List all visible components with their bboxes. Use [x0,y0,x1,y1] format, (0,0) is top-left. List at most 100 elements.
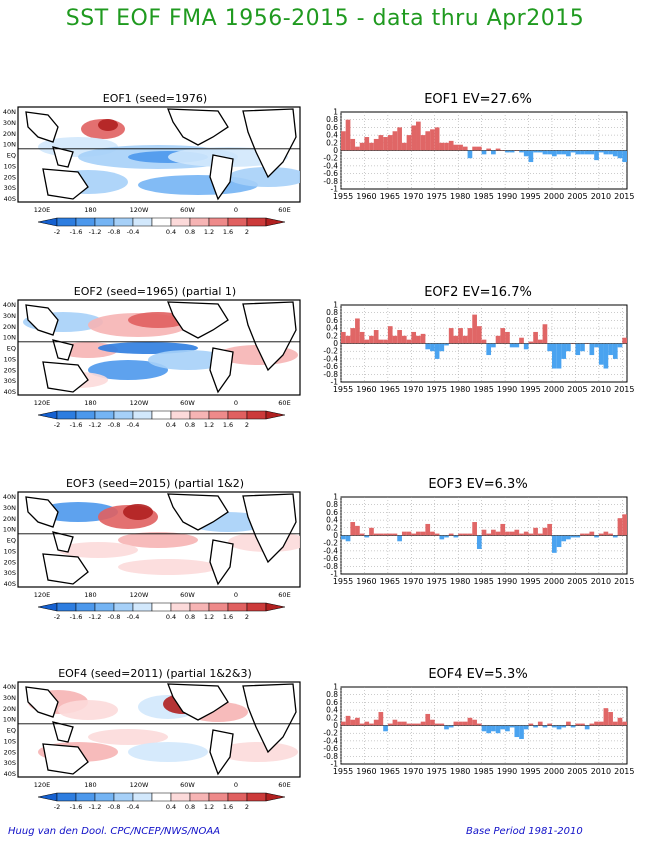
bar [406,339,412,344]
x-tick-label: 1995 [520,192,540,201]
lat-label: 20N [3,515,16,523]
pc-bar-chart: EOF4 EV=5.3% 10.80.60.40.20-0.2-0.4-0.6-0… [323,667,634,776]
x-tick-label: 2000 [544,767,564,776]
x-tick-label: 2015 [614,192,634,201]
bar [444,725,449,730]
colorbar-label: -2 [54,421,60,429]
bar [589,723,595,726]
x-tick-label: 1985 [473,767,493,776]
pc-bar-chart: EOF3 EV=6.3% 10.80.60.40.20-0.2-0.4-0.6-0… [323,477,634,586]
x-tick-label: 1970 [403,767,423,776]
colorbar-segment [227,217,248,227]
bar [345,715,351,726]
lon-label: 120E [34,781,51,789]
bar [434,343,440,359]
x-tick-label: 1990 [497,385,517,394]
colorbar-segment [170,602,191,612]
colorbar-label: -1.2 [89,803,102,811]
bar [467,717,473,726]
bar [383,137,388,151]
bar [373,330,379,344]
map-title: EOF3 (seed=2015) (partial 1&2) [66,477,244,490]
colorbar-segment [113,410,134,420]
colorbar-label: 1.2 [204,803,214,811]
colorbar-segment [151,410,172,420]
colorbar-segment [189,410,210,420]
colorbar-label: -2 [54,803,60,811]
bar [547,523,552,536]
y-tick-label: 0.4 [326,516,338,525]
lon-label: 120E [34,591,51,599]
bar [359,533,365,536]
bar [383,339,388,344]
colorbar-label: 0.4 [166,803,176,811]
bar [589,343,595,356]
continent-outline [52,531,74,553]
bar [355,146,360,151]
bar [472,314,477,344]
lat-label: EQ [7,727,16,735]
bar [612,721,618,726]
continent-outline [42,168,89,200]
x-tick-label: 1980 [450,767,470,776]
lon-label: 0 [234,399,238,407]
anomaly-blob [88,729,168,745]
continent-outline [25,686,59,718]
colorbar-segment [56,410,77,420]
continent-outline [167,683,229,721]
y-tick-label: -0.6 [323,554,338,563]
bar [570,150,576,153]
bar [448,140,454,151]
y-tick-label: 0.6 [326,698,338,707]
chart-title: EOF1 EV=27.6% [424,92,532,107]
colorbar-label: -0.8 [108,803,121,811]
anomaly-blob [98,119,118,131]
bar [345,335,351,344]
x-tick-label: 2010 [591,767,611,776]
colorbar-arrow-low [37,410,58,420]
bar [500,523,506,536]
bar [416,531,421,536]
y-tick-label: -0.8 [323,752,338,761]
bar [397,330,402,344]
continent-outline [209,539,234,586]
y-tick-label: 0.4 [326,324,338,333]
bar [566,150,571,157]
footer-author: Huug van den Dool. CPC/NCEP/NWS/NOAA [8,826,221,837]
bar [341,131,346,151]
bar [425,523,431,536]
bar [355,318,360,344]
colorbar-label: -0.8 [108,613,121,621]
colorbar-label: 1.6 [223,613,233,621]
continent-outline [25,304,59,336]
bar [528,341,534,344]
lon-label: 0 [234,781,238,789]
bar [387,326,393,344]
colorbar-label: 2 [245,421,249,429]
y-tick-label: 1 [333,301,338,310]
bar [584,725,590,730]
bar [481,529,487,536]
bar [411,331,417,344]
bar [458,144,463,151]
x-tick-label: 2005 [567,385,587,394]
lat-label: 40N [3,108,16,116]
bar [359,331,365,344]
bar [462,146,468,151]
anomaly-blob [58,700,118,720]
bar [537,150,543,153]
anomaly-blob [148,350,228,370]
y-tick-label: -0.2 [323,347,338,356]
colorbar-label: 1.2 [204,228,214,236]
y-tick-label: -0.8 [323,370,338,379]
colorbar-segment [227,792,248,802]
bar [561,150,567,155]
bar [519,337,524,344]
eof-map-panel: EOF3 (seed=2015) (partial 1&2) 40N 30N 20N 1… [3,477,301,621]
bar [491,529,496,536]
bar [556,535,562,548]
lat-label: 10S [4,355,16,363]
bar [584,150,590,155]
bar [481,150,487,155]
x-tick-label: 1990 [497,192,517,201]
